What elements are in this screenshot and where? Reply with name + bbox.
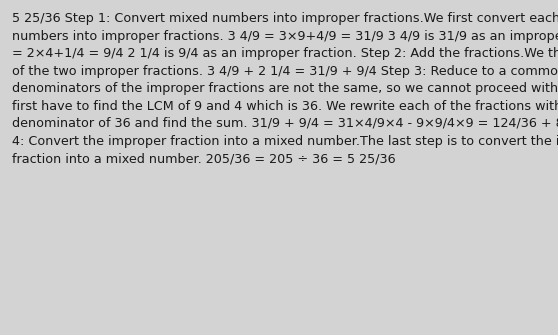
Text: 5 25/36 Step 1: Convert mixed numbers into improper fractions.We first convert e: 5 25/36 Step 1: Convert mixed numbers in… bbox=[12, 12, 558, 165]
